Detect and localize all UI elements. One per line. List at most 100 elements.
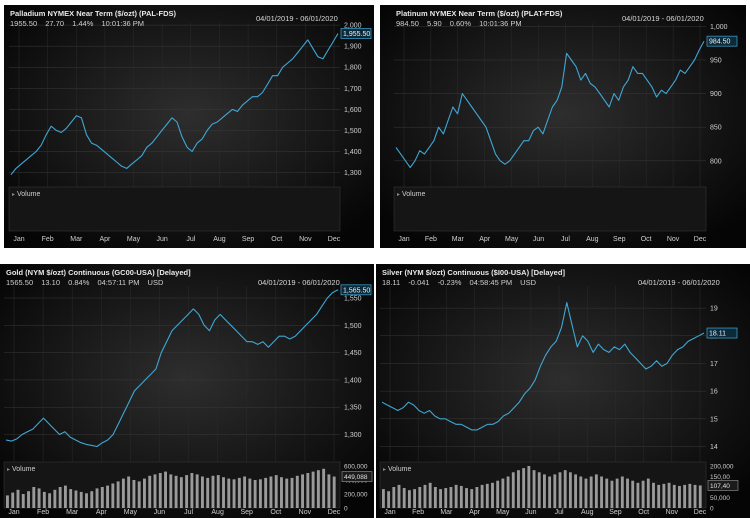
x-tick-label: May xyxy=(127,236,141,243)
price-line xyxy=(395,40,705,169)
x-tick-label: Oct xyxy=(270,509,281,516)
volume-bar xyxy=(121,478,125,508)
volume-bar xyxy=(449,487,453,508)
y-tick-label: 800 xyxy=(710,158,722,165)
date-range: 04/01/2019 - 06/01/2020 xyxy=(258,278,340,287)
y-tick-label: 1,400 xyxy=(344,149,362,156)
x-tick-label: Jun xyxy=(525,509,536,516)
volume-bar xyxy=(100,487,104,508)
date-range: 04/01/2019 - 06/01/2020 xyxy=(638,278,720,287)
y-tick-label: 1,300 xyxy=(344,170,362,177)
volume-bar xyxy=(295,475,299,508)
volume-bar xyxy=(485,483,489,508)
volume-bar xyxy=(657,484,661,508)
volume-bar xyxy=(678,485,681,508)
x-tick-label: Jan xyxy=(398,236,409,243)
x-tick-label: Dec xyxy=(694,509,707,516)
volume-label: Volume xyxy=(12,466,35,473)
volume-bar xyxy=(264,477,268,508)
x-tick-label: Jul xyxy=(184,509,193,516)
chart-svg: 141516171819JanFebMarAprMayJunJulAugSepO… xyxy=(376,264,750,518)
y-tick-label: 1,000 xyxy=(710,24,728,31)
volume-bar xyxy=(672,484,676,508)
y-tick-label: 14 xyxy=(710,444,718,451)
y-tick-label: 1,900 xyxy=(344,44,362,51)
x-tick-label: Aug xyxy=(586,236,599,243)
volume-last-tag xyxy=(341,471,373,482)
volume-tick-label: 0 xyxy=(710,506,714,513)
volume-bar xyxy=(90,491,94,508)
x-tick-label: Apr xyxy=(99,236,111,243)
x-tick-label: May xyxy=(505,236,519,243)
volume-bar xyxy=(423,484,427,508)
chart-title: Platinum NYMEX Near Term ($/ozt) (PLAT-F… xyxy=(396,9,563,18)
volume-label: Volume xyxy=(17,191,40,198)
volume-bar xyxy=(418,487,422,508)
volume-bar xyxy=(543,474,546,508)
last-value-label: 1,955.50 xyxy=(343,31,370,38)
volume-bar xyxy=(211,475,215,508)
chart-panel-silver: 141516171819JanFebMarAprMayJunJulAugSepO… xyxy=(376,264,750,518)
volume-bar xyxy=(200,476,204,508)
chart-stats: 1955.50 27.70 1.44% 10:01:36 PM xyxy=(10,19,150,29)
volume-bar xyxy=(579,476,583,508)
volume-bar xyxy=(6,495,9,508)
volume-marker: ▸ xyxy=(7,467,10,473)
y-tick-label: 16 xyxy=(710,389,718,396)
chart-panel-gold: 1,300 1,350 1,400 1,450 1,500 1,550 Jan Feb Mar A… xyxy=(0,264,374,518)
y-tick-label: 1,500 xyxy=(344,128,362,135)
y-tick-label: 2,000 xyxy=(344,23,362,30)
volume-bar xyxy=(522,468,526,508)
volume-bar xyxy=(206,477,210,508)
volume-bar xyxy=(558,472,562,508)
chart-title: Silver (NYM $/ozt) Continuous ($I00-USA)… xyxy=(382,268,565,277)
last-value-label: 18.11 xyxy=(709,331,726,338)
volume-bar xyxy=(548,476,552,508)
x-tick-label: Jun xyxy=(157,236,168,243)
volume-bar xyxy=(27,491,30,508)
x-tick-label: Mar xyxy=(66,509,79,516)
volume-bar xyxy=(527,466,531,508)
last-value-tag xyxy=(340,28,372,39)
x-tick-label: Mar xyxy=(440,509,453,516)
x-tick-label: Aug xyxy=(213,236,226,243)
volume-bar xyxy=(164,471,167,508)
volume-bar xyxy=(387,491,391,508)
x-tick-label: Jul xyxy=(561,236,570,243)
price-change-pct: 0.60% xyxy=(449,19,472,28)
volume-bar xyxy=(615,478,619,508)
volume-bar xyxy=(594,474,598,508)
volume-bar xyxy=(454,484,458,508)
volume-bar xyxy=(620,476,624,508)
y-tick-label: 15 xyxy=(710,416,718,423)
volume-bar xyxy=(511,472,515,508)
x-tick-label: Feb xyxy=(412,509,424,516)
volume-bar xyxy=(563,470,567,508)
volume-bar xyxy=(280,477,283,508)
volume-bar xyxy=(32,487,36,508)
volume-bar xyxy=(459,485,463,508)
last-value-label: 984.50 xyxy=(709,39,731,46)
volume-bar xyxy=(169,474,173,508)
volume-bar xyxy=(428,482,432,508)
volume-bar xyxy=(127,476,131,508)
chart-svg: 1,300 1,350 1,400 1,450 1,500 1,550 Jan Feb Mar A… xyxy=(0,264,374,518)
price-change-pct: 0.84% xyxy=(68,278,90,287)
volume-bar xyxy=(16,489,20,508)
x-tick-label: Dec xyxy=(694,236,707,243)
chart-svg: 1,300 1,400 1,500 1,600 1,700 1,800 1,900 2,000… xyxy=(4,5,374,248)
volume-marker: ▸ xyxy=(383,467,386,473)
x-tick-label: May xyxy=(496,509,510,516)
volume-bar xyxy=(392,487,396,508)
price-line xyxy=(10,33,339,176)
volume-bar xyxy=(274,475,278,508)
x-tick-label: Nov xyxy=(667,236,680,243)
date-range: 04/01/2019 - 06/01/2020 xyxy=(622,14,704,23)
x-tick-label: Jul xyxy=(186,236,195,243)
volume-bar xyxy=(480,484,484,508)
volume-label: Volume xyxy=(388,466,411,473)
volume-bar xyxy=(407,490,411,508)
volume-bar xyxy=(69,489,73,508)
volume-bar xyxy=(85,493,88,508)
last-value-tag xyxy=(706,35,738,47)
